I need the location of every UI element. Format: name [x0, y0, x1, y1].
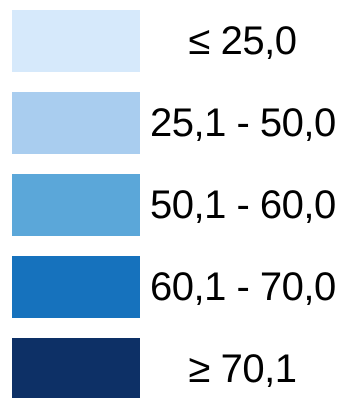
- legend-item: 50,1 - 60,0: [0, 174, 343, 240]
- legend-swatch: [12, 174, 140, 236]
- legend-label: 25,1 - 50,0: [150, 101, 336, 145]
- legend-item: 60,1 - 70,0: [0, 256, 343, 322]
- legend-label: 60,1 - 70,0: [150, 265, 336, 309]
- legend-swatch: [12, 256, 140, 318]
- legend-swatch: [12, 338, 140, 398]
- legend-item: 25,1 - 50,0: [0, 92, 343, 158]
- legend-label: ≤ 25,0: [188, 19, 297, 63]
- legend-swatch: [12, 92, 140, 154]
- legend-swatch: [12, 10, 140, 72]
- legend-label: ≥ 70,1: [188, 347, 297, 391]
- legend-label: 50,1 - 60,0: [150, 183, 336, 227]
- legend-item: ≤ 25,0: [0, 10, 343, 76]
- legend-item: ≥ 70,1: [0, 338, 343, 404]
